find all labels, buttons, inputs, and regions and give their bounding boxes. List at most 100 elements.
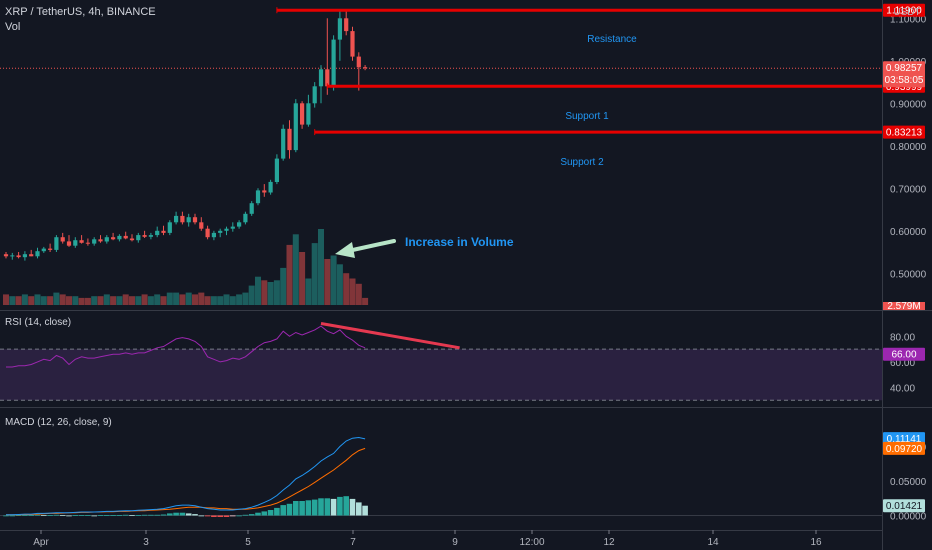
candle-body <box>350 31 355 57</box>
candle-body <box>199 222 204 229</box>
candle-body <box>148 235 153 237</box>
macd-histogram-bar <box>97 515 104 516</box>
candle-body <box>129 238 135 241</box>
candle-body <box>161 230 166 233</box>
volume-bar <box>355 283 362 305</box>
volume-bar <box>185 292 192 305</box>
macd-histogram-bar <box>185 513 192 516</box>
candle-body <box>274 158 279 182</box>
resistance-annotation: Resistance <box>587 34 637 45</box>
time-tick-label: Apr <box>33 537 49 548</box>
price-tick-label: 0.70000 <box>890 184 927 195</box>
macd-histogram-bar <box>318 498 324 516</box>
macd-title: MACD (12, 26, close, 9) <box>5 417 112 428</box>
volume-bar <box>198 292 205 305</box>
macd-histogram-bar <box>248 514 255 516</box>
candle-body <box>155 230 160 236</box>
symbol-title: XRP / TetherUS, 4h, BINANCE <box>5 6 156 18</box>
macd-histogram-bar <box>15 515 22 516</box>
macd-histogram-bar <box>280 505 286 516</box>
macd-histogram-bar <box>110 515 116 516</box>
support1-annotation: Support 1 <box>565 111 609 122</box>
volume-bar <box>3 294 9 305</box>
volume-bar <box>210 296 217 305</box>
rsi-tick-label: 60.00 <box>890 358 915 369</box>
histogram-value-badge: 0.01421 <box>886 501 923 512</box>
volume-bar <box>286 244 293 305</box>
macd-histogram-bar <box>122 514 129 516</box>
candle-body <box>41 248 46 252</box>
time-tick-label: 16 <box>810 537 822 548</box>
level-price-badge-bg <box>883 125 925 139</box>
candle-body <box>111 237 116 240</box>
candle-body <box>300 103 305 125</box>
volume-bar <box>229 296 236 305</box>
macd-histogram-bar <box>261 511 268 516</box>
macd-histogram-bar <box>230 515 236 517</box>
candle-body <box>174 215 179 223</box>
volume-bar <box>72 296 79 305</box>
candle-body <box>92 239 97 244</box>
current-price-badge: 0.98257 <box>886 63 923 74</box>
volume-badge: 2.579M <box>887 301 920 312</box>
candle-body <box>243 213 248 223</box>
candle-body <box>218 230 223 233</box>
volume-badge-bg <box>883 302 925 310</box>
price-pane[interactable] <box>0 7 882 305</box>
macd-histogram-bar <box>173 512 179 516</box>
volume-bar <box>66 296 72 305</box>
candle-body <box>230 226 235 229</box>
volume-bar <box>267 282 274 305</box>
candle-body <box>79 240 84 243</box>
volume-bar <box>204 296 211 305</box>
macd-histogram-bar <box>148 514 154 516</box>
price-tick-label: 0.60000 <box>890 227 927 238</box>
volume-bar <box>53 292 60 305</box>
time-tick-label: 3 <box>143 537 149 548</box>
candle-body <box>249 203 254 214</box>
macd-histogram-bar <box>293 501 299 516</box>
rsi-band <box>0 349 882 401</box>
candle-body <box>262 190 267 193</box>
candle-body <box>60 237 65 242</box>
candle-body <box>104 237 109 242</box>
volume-bar <box>84 297 91 305</box>
macd-histogram-bar <box>47 515 53 516</box>
macd-histogram-bar <box>104 515 110 516</box>
macd-histogram-bar <box>3 515 9 517</box>
volume-bar <box>154 294 161 305</box>
volume-bar <box>59 294 66 305</box>
macd-histogram-bar <box>211 515 217 517</box>
candle-body <box>312 86 317 104</box>
volume-bar <box>166 292 173 305</box>
time-tick-label: 7 <box>350 537 356 548</box>
rsi-line <box>6 325 366 368</box>
macd-histogram-bar <box>78 515 85 516</box>
volume-bar <box>91 296 98 305</box>
rsi-value-badge-bg <box>883 347 925 361</box>
macd-value-badge-bg <box>883 432 925 446</box>
volume-bar <box>324 259 331 305</box>
time-axis[interactable]: Apr 3 5 7 9 12:00 12 14 16 <box>33 530 822 548</box>
price-axis[interactable]: 0.500000.600000.700000.800000.900001.000… <box>883 3 927 523</box>
volume-bar <box>242 292 249 305</box>
macd-histogram-bar <box>154 514 160 516</box>
rsi-pane[interactable] <box>0 322 882 401</box>
macd-histogram-bar <box>242 514 249 516</box>
candle-body <box>180 215 185 223</box>
volume-bar <box>261 280 268 305</box>
candle-body <box>356 56 361 68</box>
macd-pane[interactable] <box>0 436 882 517</box>
volume-bar <box>236 294 243 305</box>
macd-histogram-bar <box>135 515 142 516</box>
macd-histogram-bar <box>34 514 41 516</box>
macd-line <box>6 436 366 516</box>
macd-histogram-bar <box>311 499 318 516</box>
volume-bar <box>311 243 318 305</box>
volume-bar <box>173 292 180 305</box>
price-tick-label: 0.80000 <box>890 142 927 153</box>
macd-histogram-bar <box>286 503 293 516</box>
macd-histogram-bar <box>160 514 167 516</box>
candle-body <box>22 254 27 258</box>
